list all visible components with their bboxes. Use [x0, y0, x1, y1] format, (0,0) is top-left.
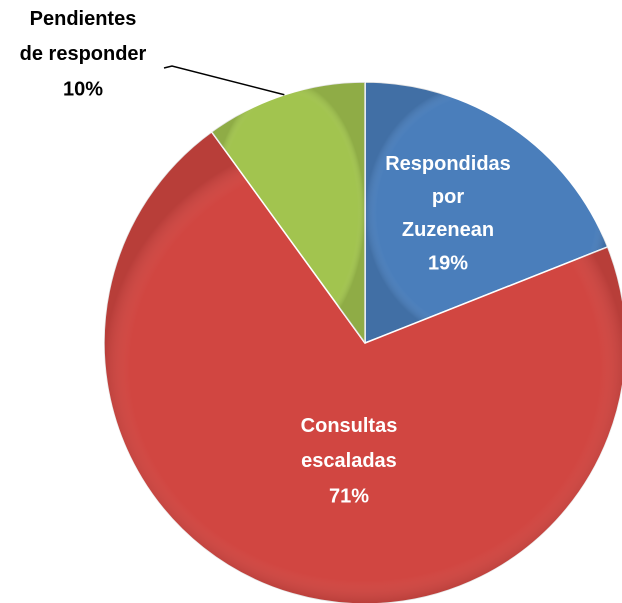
- label-line: de responder: [20, 43, 147, 65]
- label-line: Zuzenean: [402, 219, 494, 241]
- slice-value-label: 10%: [63, 78, 103, 100]
- leader-line: [163, 65, 285, 96]
- slice-value-label: 19%: [428, 252, 468, 274]
- label-line: Consultas: [301, 415, 398, 437]
- label-line: Pendientes: [30, 8, 137, 30]
- slice-shade: [211, 82, 365, 343]
- slice-shade: [365, 82, 608, 343]
- slice-value-label: 71%: [329, 485, 369, 507]
- label-line: escaladas: [301, 450, 397, 472]
- label-line: Respondidas: [385, 153, 511, 175]
- label-line: por: [432, 186, 464, 208]
- slice-shade: [104, 131, 622, 603]
- slice-label: Consultas escaladas: [301, 415, 398, 472]
- slice-label: Pendientes de responder: [20, 8, 147, 65]
- slice-label: Respondidas por Zuzenean: [385, 153, 511, 241]
